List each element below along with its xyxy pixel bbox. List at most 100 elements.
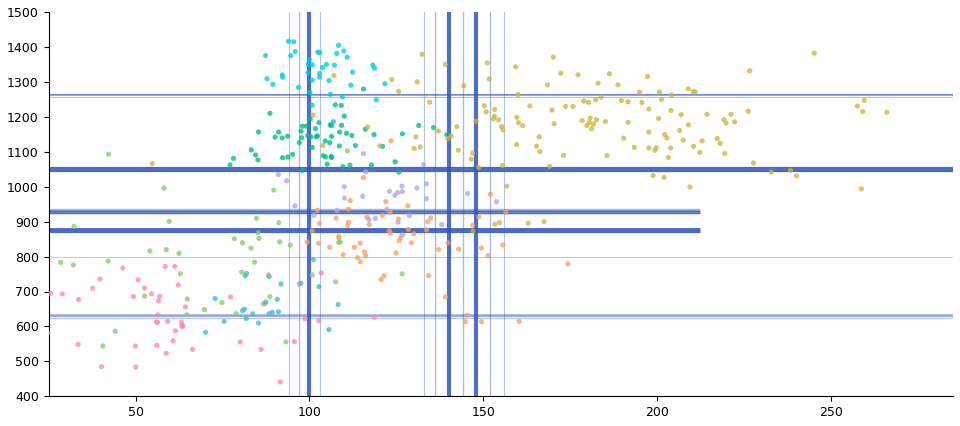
Point [340, 147, 355, 154]
Point [449, 123, 465, 130]
Point [355, 193, 371, 200]
Point [248, 152, 263, 158]
Point [165, 337, 180, 344]
Point [599, 152, 614, 159]
Point [299, 123, 314, 130]
Point [237, 272, 252, 279]
Point [271, 308, 286, 315]
Point [275, 154, 290, 161]
Point [456, 82, 471, 89]
Point [326, 62, 342, 69]
Point [168, 328, 183, 334]
Point [239, 315, 254, 322]
Point [574, 117, 589, 124]
Point [395, 188, 410, 195]
Point [335, 163, 350, 170]
Point [304, 102, 320, 109]
Point [598, 118, 613, 125]
Point [43, 290, 59, 297]
Point [312, 220, 327, 227]
Point [382, 227, 397, 234]
Point [374, 143, 390, 150]
Point [271, 129, 286, 135]
Point [509, 114, 524, 121]
Point [329, 207, 345, 214]
Point [641, 129, 657, 135]
Point [493, 123, 509, 130]
Point [171, 250, 186, 257]
Point [312, 49, 327, 56]
Point [365, 62, 380, 69]
Point [581, 99, 596, 106]
Point [315, 142, 330, 149]
Point [244, 147, 259, 153]
Point [226, 155, 241, 162]
Point [422, 99, 438, 106]
Point [327, 101, 343, 108]
Point [546, 121, 562, 127]
Point [308, 125, 324, 132]
Point [304, 144, 320, 151]
Point [316, 153, 331, 159]
Point [415, 51, 430, 58]
Point [647, 147, 662, 154]
Point [583, 115, 598, 122]
Point [349, 254, 365, 261]
Point [272, 239, 287, 245]
Point [291, 84, 306, 91]
Point [540, 81, 555, 88]
Point [158, 350, 174, 357]
Point [137, 293, 153, 299]
Point [687, 89, 703, 95]
Point [251, 229, 266, 236]
Point [360, 124, 375, 130]
Point [331, 235, 347, 242]
Point [300, 239, 315, 245]
Point [487, 221, 502, 227]
Point [544, 106, 560, 113]
Point [419, 195, 434, 202]
Point [419, 226, 434, 233]
Point [376, 273, 392, 279]
Point [268, 134, 283, 141]
Point [251, 320, 266, 326]
Point [197, 306, 212, 313]
Point [305, 256, 321, 263]
Point [699, 111, 714, 118]
Point [332, 129, 348, 135]
Point [239, 270, 254, 277]
Point [400, 226, 416, 233]
Point [345, 69, 360, 75]
Point [438, 294, 453, 300]
Point [331, 233, 347, 239]
Point [570, 72, 586, 78]
Point [108, 328, 123, 334]
Point [372, 142, 388, 149]
Point [323, 139, 338, 146]
Point [293, 280, 308, 287]
Point [251, 129, 266, 135]
Point [487, 113, 502, 120]
Point [347, 244, 362, 250]
Point [660, 154, 676, 161]
Point [328, 215, 344, 222]
Point [167, 263, 182, 270]
Point [232, 339, 248, 345]
Point [339, 130, 354, 137]
Point [281, 38, 297, 45]
Point [652, 89, 667, 95]
Point [330, 301, 346, 308]
Point [324, 153, 339, 160]
Point [358, 253, 373, 259]
Point [315, 64, 330, 71]
Point [782, 167, 798, 174]
Point [367, 65, 382, 72]
Point [855, 108, 871, 115]
Point [364, 161, 379, 168]
Point [379, 206, 395, 213]
Point [322, 326, 337, 333]
Point [266, 187, 281, 193]
Point [471, 164, 487, 171]
Point [560, 260, 575, 267]
Point [406, 230, 421, 237]
